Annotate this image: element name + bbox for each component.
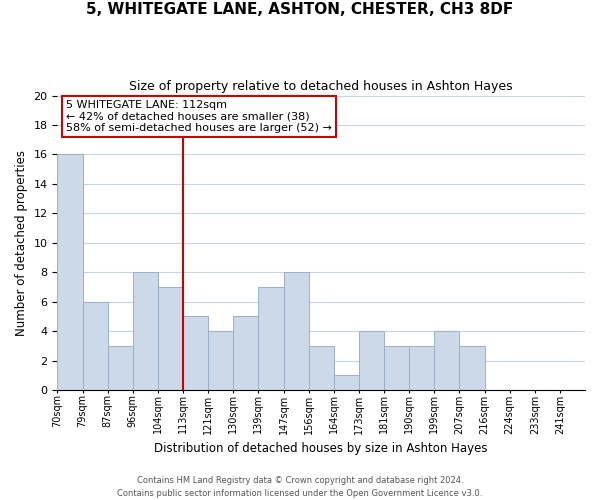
Bar bbox=[359, 331, 384, 390]
Bar bbox=[183, 316, 208, 390]
Bar bbox=[259, 287, 284, 390]
Bar bbox=[409, 346, 434, 390]
Bar bbox=[133, 272, 158, 390]
Bar bbox=[460, 346, 485, 390]
Text: 5, WHITEGATE LANE, ASHTON, CHESTER, CH3 8DF: 5, WHITEGATE LANE, ASHTON, CHESTER, CH3 … bbox=[86, 2, 514, 18]
Text: 5 WHITEGATE LANE: 112sqm
← 42% of detached houses are smaller (38)
58% of semi-d: 5 WHITEGATE LANE: 112sqm ← 42% of detach… bbox=[66, 100, 332, 133]
Bar bbox=[308, 346, 334, 390]
Text: Contains HM Land Registry data © Crown copyright and database right 2024.
Contai: Contains HM Land Registry data © Crown c… bbox=[118, 476, 482, 498]
Bar bbox=[107, 346, 133, 390]
Bar bbox=[384, 346, 409, 390]
X-axis label: Distribution of detached houses by size in Ashton Hayes: Distribution of detached houses by size … bbox=[154, 442, 488, 455]
Bar bbox=[284, 272, 308, 390]
Title: Size of property relative to detached houses in Ashton Hayes: Size of property relative to detached ho… bbox=[130, 80, 513, 93]
Bar bbox=[434, 331, 460, 390]
Bar bbox=[208, 331, 233, 390]
Bar bbox=[233, 316, 259, 390]
Y-axis label: Number of detached properties: Number of detached properties bbox=[15, 150, 28, 336]
Bar bbox=[83, 302, 107, 390]
Bar bbox=[58, 154, 83, 390]
Bar bbox=[158, 287, 183, 390]
Bar bbox=[334, 376, 359, 390]
